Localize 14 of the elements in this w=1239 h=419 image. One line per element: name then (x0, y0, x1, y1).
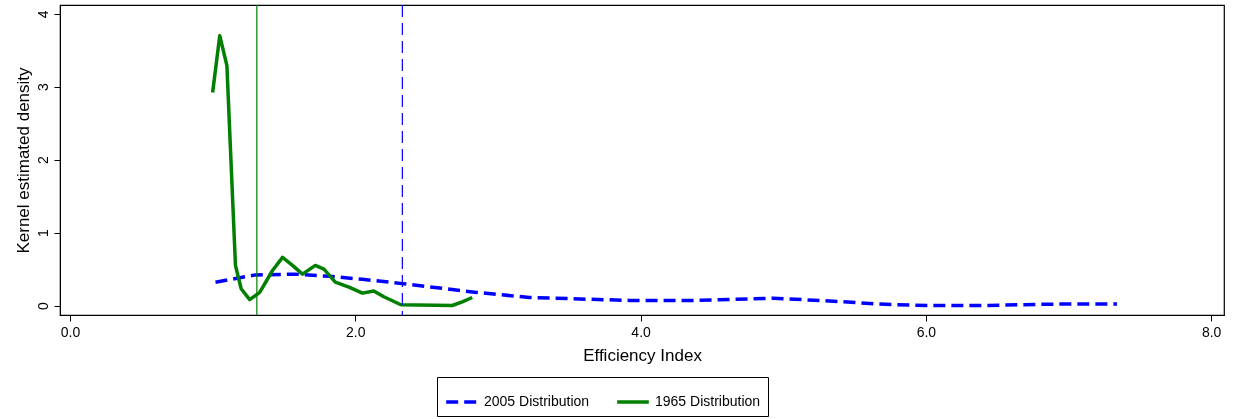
y-tick-label: 4 (34, 10, 51, 19)
x-tick-label: 8.0 (1201, 323, 1222, 340)
y-tick-label: 0 (34, 301, 51, 310)
y-tick-label: 1 (34, 228, 51, 237)
x-tick-label: 4.0 (631, 323, 652, 340)
x-tick-label: 6.0 (916, 323, 937, 340)
legend-label: 2005 Distribution (484, 393, 590, 409)
y-axis-title: Kernel estimated density (13, 66, 33, 254)
legend-label: 1965 Distribution (655, 393, 761, 409)
y-tick-label: 3 (34, 83, 51, 92)
y-tick-label: 2 (34, 156, 51, 165)
x-tick-label: 2.0 (346, 323, 366, 340)
x-axis-title: Efficiency Index (583, 345, 703, 365)
x-tick-label: 0.0 (60, 323, 81, 340)
